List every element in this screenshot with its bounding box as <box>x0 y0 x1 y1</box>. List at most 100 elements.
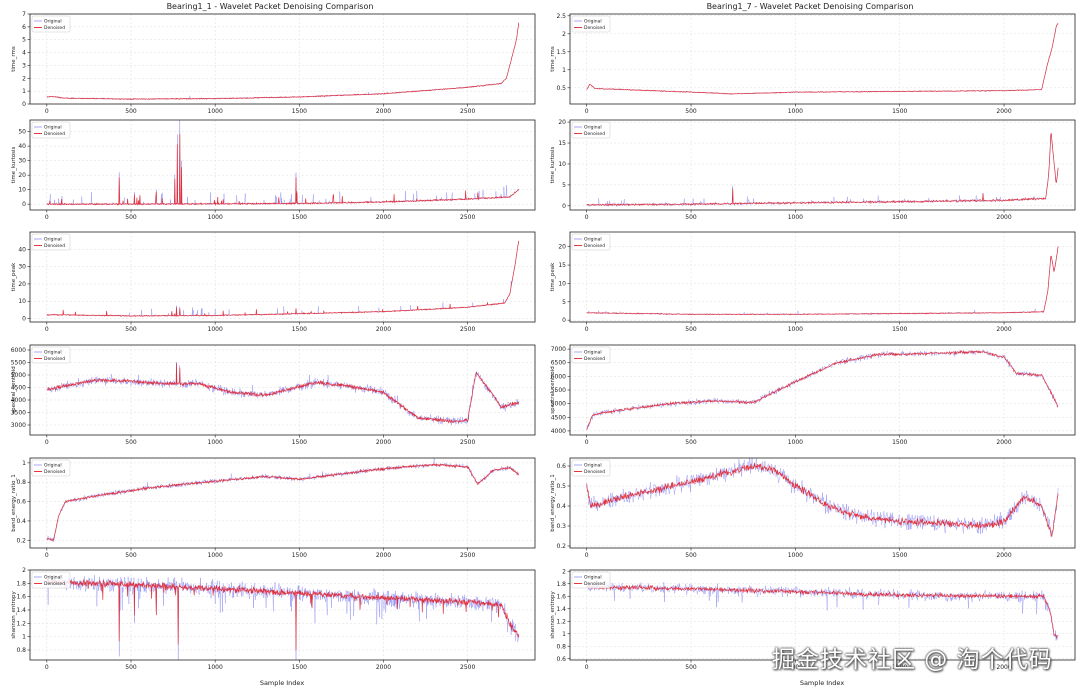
x-tick-label: 0 <box>585 664 589 671</box>
panel-bearing1_1-shannon_entropy: 0 500 1000 1500 2000 2500 0.8 1 1.2 1.4 1.6 1.8 2 sha… <box>11 567 536 671</box>
x-tick-label: 2000 <box>996 326 1011 333</box>
y-tick-label: 5 <box>562 299 566 306</box>
y-tick-label: 1 <box>22 460 26 467</box>
legend-box <box>31 15 71 33</box>
y-tick-label: 0 <box>22 316 26 323</box>
legend-label: Denoised <box>584 581 605 587</box>
x-tick-label: 2000 <box>996 214 1011 221</box>
plot-area <box>570 14 1075 104</box>
y-axis-label: time_peak <box>550 262 556 291</box>
legend-box <box>31 233 71 251</box>
axes-frame <box>29 231 536 323</box>
panel-bearing1_1-time_rms: 0 500 1000 1500 2000 2500 0 1 2 3 4 5 6 7 time_rms Orig… <box>11 11 536 115</box>
title-left: Bearing1_1 - Wavelet Packet Denoising Co… <box>167 2 374 11</box>
x-tick-label: 2500 <box>460 214 475 221</box>
y-tick-label: 40 <box>18 246 26 253</box>
x-tick-label: 500 <box>125 214 137 221</box>
x-tick-label: 2000 <box>996 552 1011 559</box>
y-tick-label: 15 <box>558 140 566 147</box>
y-tick-label: 5500 <box>11 360 26 367</box>
x-tick-label: 1000 <box>788 214 803 221</box>
y-tick-label: 50 <box>18 129 26 136</box>
y-tick-label: 2 <box>22 567 26 574</box>
watermark: 掘金技术社区 @ 淘个代码 <box>772 647 1053 673</box>
y-tick-label: 10 <box>18 187 26 194</box>
y-tick-label: 1 <box>562 67 566 74</box>
y-tick-label: 6000 <box>11 347 26 354</box>
y-tick-label: 1.5 <box>556 49 566 56</box>
x-tick-label: 2000 <box>996 108 1011 115</box>
y-tick-label: 4 <box>22 50 26 57</box>
y-tick-label: 6 <box>22 24 26 31</box>
y-tick-label: 0.6 <box>556 463 566 470</box>
legend-box <box>571 121 611 139</box>
x-tick-label: 2500 <box>460 108 475 115</box>
x-tick-label: 0 <box>585 214 589 221</box>
y-tick-label: 0.8 <box>16 479 26 486</box>
y-tick-label: 2 <box>562 568 566 575</box>
y-tick-label: 3500 <box>11 410 26 417</box>
y-tick-label: 1 <box>22 88 26 95</box>
x-tick-label: 1000 <box>788 552 803 559</box>
series-line-denoised <box>46 133 519 206</box>
x-tick-label: 1500 <box>292 439 307 446</box>
y-tick-label: 4500 <box>11 385 26 392</box>
y-tick-label: 20 <box>18 172 26 179</box>
x-tick-label: 1000 <box>208 552 223 559</box>
y-tick-label: 0.3 <box>556 523 566 530</box>
x-tick-label: 0 <box>585 326 589 333</box>
panels-group: 0 500 1000 1500 2000 250001234567time_rmsOrig… <box>11 11 1076 671</box>
legend-label: Original <box>44 463 62 469</box>
xlabel-right: Sample Index <box>800 679 844 687</box>
x-tick-label: 2000 <box>376 439 391 446</box>
x-tick-label: 2000 <box>996 664 1011 671</box>
y-tick-label: 1.4 <box>556 606 566 613</box>
series-line-denoised <box>46 363 520 424</box>
y-tick-label: 4500 <box>551 414 566 421</box>
legend-label: Denoised <box>584 131 605 137</box>
y-tick-label: 0 <box>22 201 26 208</box>
plot-area <box>30 14 535 104</box>
xlabel-left: Sample Index <box>260 679 304 687</box>
legend-label: Original <box>44 125 62 131</box>
y-tick-label: 1 <box>562 631 566 638</box>
legend-label: Denoised <box>44 243 65 249</box>
legend-box <box>31 121 71 139</box>
y-tick-label: 1.2 <box>16 620 26 627</box>
legend-label: Original <box>584 575 602 581</box>
legend-label: Original <box>584 19 602 25</box>
y-tick-label: 0.5 <box>556 483 566 490</box>
panel-bearing1_7-spectral_centroid: 0 500 1000 1500 2000 4000 4500 5000 5500 6000 6500… <box>550 344 1076 446</box>
x-tick-label: 500 <box>685 664 697 671</box>
panel-bearing1_7-band_energy_ratio_1: 0 500 1000 1500 2000 0.2 0.3 0.4 0.5 0.6band_ener… <box>550 457 1076 559</box>
y-tick-label: 4000 <box>551 428 566 435</box>
series-line-denoised <box>586 349 1059 430</box>
x-tick-label: 1500 <box>892 664 907 671</box>
series-line-denoised <box>46 22 520 101</box>
y-tick-label: 7 <box>22 11 26 18</box>
x-tick-label: 0 <box>45 552 49 559</box>
y-tick-label: 10 <box>558 280 566 287</box>
panel-bearing1_7-shannon_entropy: 0 500 1000 1500 2000 0.6 0.8 1 1.2 1.4 1.6 1.8 2 shan… <box>550 568 1076 671</box>
plot-area <box>30 120 535 210</box>
y-tick-label: 0.5 <box>556 85 566 92</box>
y-tick-label: 20 <box>558 244 566 251</box>
legend-box <box>571 571 611 589</box>
x-tick-label: 1500 <box>892 439 907 446</box>
x-tick-label: 0 <box>45 439 49 446</box>
x-tick-label: 1500 <box>892 108 907 115</box>
series-line-original <box>586 22 1059 95</box>
x-tick-label: 1000 <box>208 108 223 115</box>
x-tick-label: 500 <box>685 439 697 446</box>
x-tick-label: 500 <box>125 664 137 671</box>
panel-bearing1_1-time_kurtosis: 0 500 1000 1500 2000 2500 0 10 20 30 40 50 time_kurt… <box>11 119 536 221</box>
y-tick-label: 1.4 <box>16 607 26 614</box>
y-tick-label: 1.8 <box>16 580 26 587</box>
plot-area <box>570 232 1075 322</box>
y-tick-label: 0 <box>562 203 566 210</box>
